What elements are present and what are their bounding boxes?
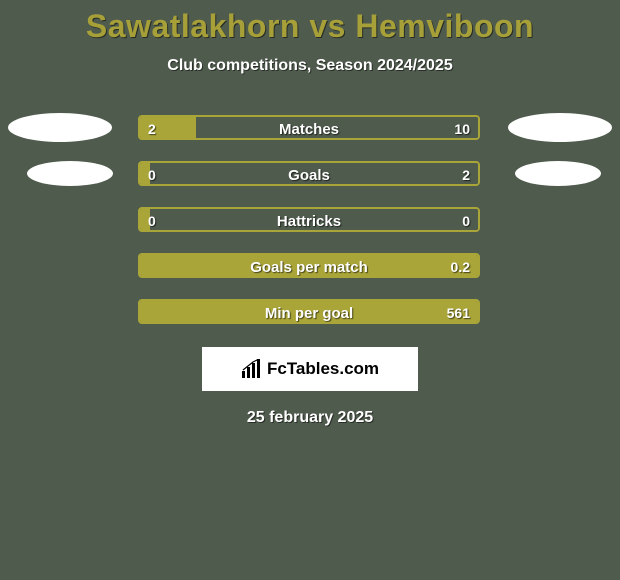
comparison-infographic: Sawatlakhorn vs Hemviboon Club competiti… [0, 0, 620, 580]
page-title: Sawatlakhorn vs Hemviboon [0, 0, 620, 45]
stat-label: Matches [140, 117, 478, 140]
date-label: 25 february 2025 [0, 409, 620, 427]
avatar-player-right [515, 161, 601, 186]
stat-row: 02Goals [0, 149, 620, 195]
stat-bar: 00Hattricks [138, 207, 480, 232]
stat-label: Hattricks [140, 209, 478, 232]
avatar-player-right [508, 113, 612, 142]
stat-bar: 561Min per goal [138, 299, 480, 324]
avatar-player-left [27, 161, 113, 186]
logo-text: FcTables.com [267, 359, 379, 379]
stat-row: 561Min per goal [0, 287, 620, 333]
stat-label: Goals [140, 163, 478, 186]
subtitle: Club competitions, Season 2024/2025 [0, 57, 620, 75]
stat-label: Min per goal [140, 301, 478, 324]
stats-area: 210Matches 02Goals 00Hattricks 0.2Goals per… [0, 103, 620, 333]
stat-bar: 210Matches [138, 115, 480, 140]
stat-row: 0.2Goals per match [0, 241, 620, 287]
site-logo: FcTables.com [202, 347, 418, 391]
stat-label: Goals per match [140, 255, 478, 278]
stat-bar: 02Goals [138, 161, 480, 186]
stat-bar: 0.2Goals per match [138, 253, 480, 278]
stat-row: 00Hattricks [0, 195, 620, 241]
avatar-player-left [8, 113, 112, 142]
bar-chart-icon [241, 359, 263, 379]
stat-row: 210Matches [0, 103, 620, 149]
